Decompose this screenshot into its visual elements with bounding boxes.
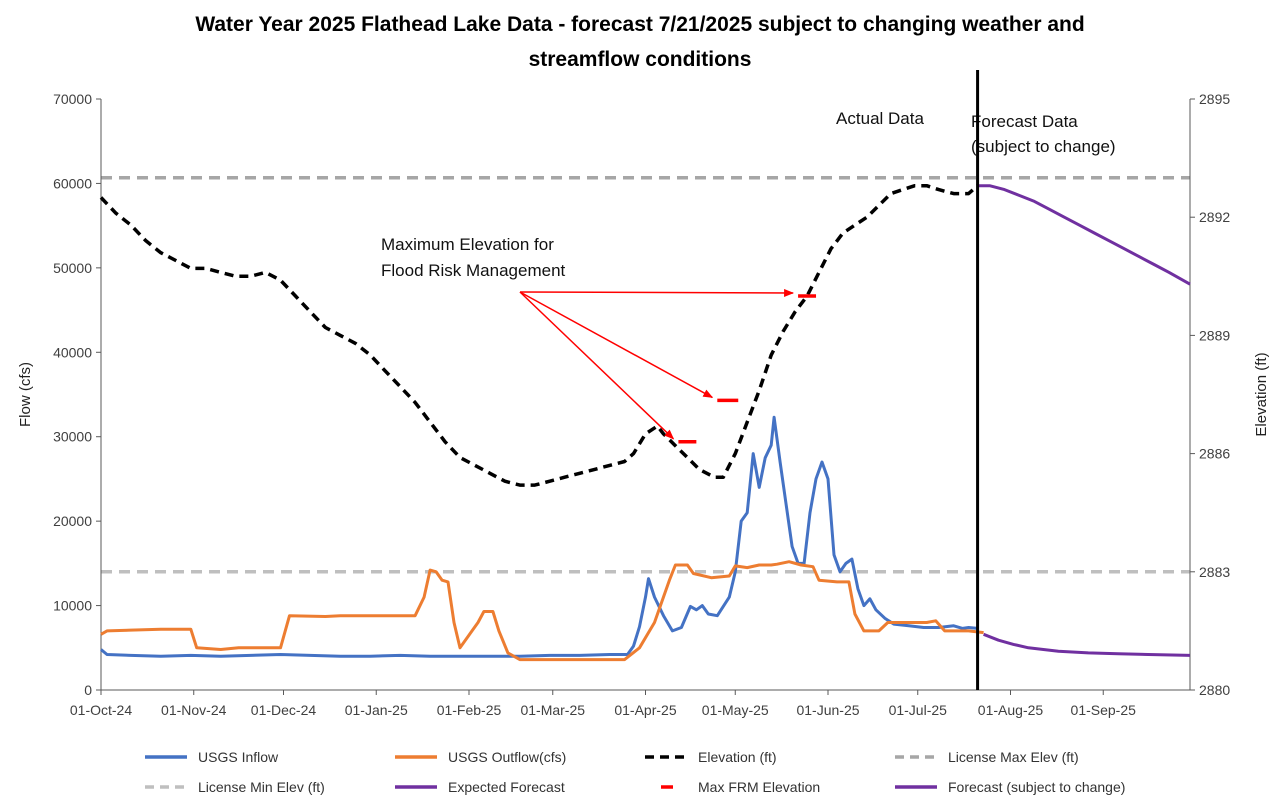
series-usgs-outflow-cfs-line — [100, 560, 984, 662]
y-tick-label-right: 2883 — [1199, 564, 1230, 580]
y-tick-label-left: 0 — [84, 682, 92, 698]
series-elevation-ft-line — [99, 183, 979, 487]
x-tick-label: 01-Feb-25 — [437, 702, 502, 718]
y-tick-label-left: 40000 — [53, 344, 92, 360]
forecast-data-label-line-1: Forecast Data — [971, 112, 1078, 131]
frm-arrow-1 — [519, 291, 675, 440]
y-tick-label-right: 2889 — [1199, 327, 1230, 343]
frm-label-line-1: Maximum Elevation for — [381, 235, 554, 254]
x-tick-label: 01-Sep-25 — [1071, 702, 1137, 718]
annotations: Actual Data Forecast Data (subject to ch… — [381, 70, 1116, 690]
y-tick-label-left: 70000 — [53, 91, 92, 107]
x-tick-label: 01-Oct-24 — [70, 702, 132, 718]
chart-title-line-1: Water Year 2025 Flathead Lake Data - for… — [195, 13, 1084, 36]
y-tick-label-right: 2880 — [1199, 682, 1230, 698]
y-tick-label-right: 2892 — [1199, 209, 1230, 225]
frm-arrow-2 — [519, 291, 714, 399]
axes: 0 10000 20000 30000 40000 50000 60000 70000 2880… — [17, 91, 1270, 718]
y-tick-label-right: 2886 — [1199, 446, 1230, 462]
legend-label-forecast-subject-to-change: Forecast (subject to change) — [948, 779, 1125, 795]
reference-lines — [101, 176, 1190, 574]
series-usgs-inflow-line — [100, 415, 978, 658]
x-tick-label: 01-Jan-25 — [345, 702, 408, 718]
x-tick-label: 01-Jul-25 — [889, 702, 948, 718]
x-tick-label: 01-Dec-24 — [251, 702, 317, 718]
legend: USGS Inflow USGS Outflow(cfs) Elevation (f… — [145, 749, 1125, 795]
series-expected-forecast-line — [983, 632, 1191, 657]
y-tick-label-left: 60000 — [53, 175, 92, 191]
x-tick-label: 01-May-25 — [702, 702, 769, 718]
x-tick-label: 01-Apr-25 — [614, 702, 676, 718]
legend-label-usgs-outflow-cfs: USGS Outflow(cfs) — [448, 749, 566, 765]
y-tick-label-left: 20000 — [53, 513, 92, 529]
x-tick-label: 01-Aug-25 — [978, 702, 1044, 718]
legend-label-max-frm-elevation: Max FRM Elevation — [698, 779, 820, 795]
x-tick-label: 01-Mar-25 — [520, 702, 585, 718]
frm-arrow-3 — [519, 288, 795, 297]
y-tick-label-left: 30000 — [53, 429, 92, 445]
legend-label-license-max-elev-ft: License Max Elev (ft) — [948, 749, 1079, 765]
chart-title-line-2: streamflow conditions — [529, 48, 752, 71]
y-tick-label-left: 10000 — [53, 598, 92, 614]
forecast-data-label-line-2: (subject to change) — [971, 137, 1116, 156]
x-tick-label: 01-Jun-25 — [796, 702, 859, 718]
series — [99, 183, 1191, 662]
y-axis-title-left: Flow (cfs) — [17, 362, 34, 427]
max-frm-markers — [678, 294, 817, 444]
legend-label-elevation-ft: Elevation (ft) — [698, 749, 777, 765]
y-tick-label-left: 50000 — [53, 260, 92, 276]
frm-label-line-2: Flood Risk Management — [381, 261, 566, 280]
legend-label-expected-forecast: Expected Forecast — [448, 779, 565, 795]
legend-label-license-min-elev-ft: License Min Elev (ft) — [198, 779, 325, 795]
y-axis-title-right: Elevation (ft) — [1253, 352, 1270, 436]
y-tick-label-right: 2895 — [1199, 91, 1230, 107]
x-tick-label: 01-Nov-24 — [161, 702, 227, 718]
legend-label-usgs-inflow: USGS Inflow — [198, 749, 279, 765]
series-forecast-subject-to-change-line — [977, 184, 1191, 286]
actual-data-label: Actual Data — [836, 109, 924, 128]
